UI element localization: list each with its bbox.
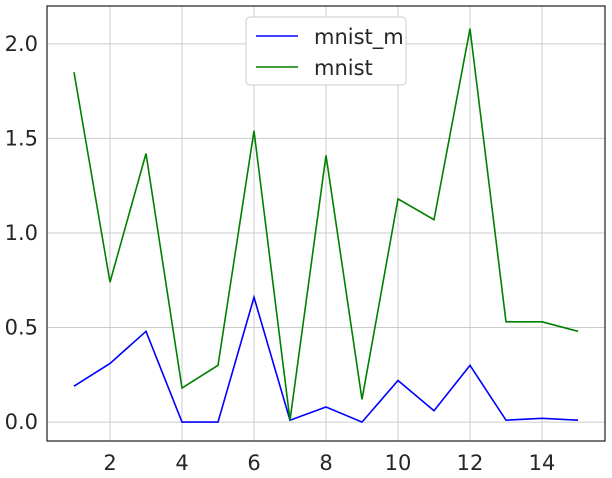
series-line-mnist-m <box>73 294 579 424</box>
x-tick-label: 10 <box>385 451 412 475</box>
x-tick-label: 14 <box>529 451 556 475</box>
plot-frame <box>46 5 606 442</box>
legend-label-mnist-m: mnist_m <box>314 25 404 50</box>
legend-label-mnist: mnist <box>314 56 373 80</box>
legend-box <box>245 16 407 86</box>
y-tick-label: 1.5 <box>5 126 38 150</box>
x-tick-label: 6 <box>247 451 260 475</box>
y-tick-label: 1.0 <box>5 221 38 245</box>
x-tick-label: 8 <box>319 451 332 475</box>
y-tick-label: 0.5 <box>5 316 38 340</box>
series-lines <box>73 28 579 424</box>
y-tick-label: 2.0 <box>5 32 38 56</box>
series-line-mnist <box>73 28 579 421</box>
x-tick-label: 4 <box>175 451 188 475</box>
legend: mnist_m mnist <box>245 16 407 86</box>
x-tick-label: 2 <box>103 451 116 475</box>
x-tick-label: 12 <box>457 451 484 475</box>
tick-labels: 2 4 6 8 10 12 14 0.0 0.5 1.0 1.5 2.0 <box>5 32 556 475</box>
y-tick-label: 0.0 <box>5 410 38 434</box>
